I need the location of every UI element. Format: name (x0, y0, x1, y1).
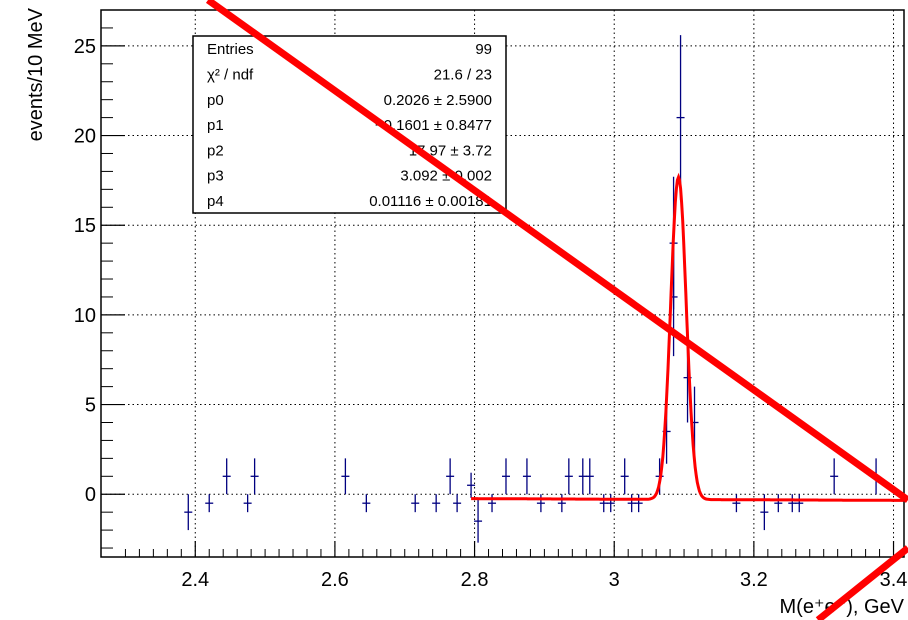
tick-labels: 2.4 2.6 2.8 3 3.2 3.4 0 5 10 15 20 25 (74, 36, 908, 591)
data-point (788, 494, 797, 513)
red-slash-corner-line (815, 545, 908, 620)
data-point (557, 494, 566, 513)
stats-box: Entries 99 χ² / ndf 21.6 / 23 p0 0.2026 ± 2.5… (192, 35, 507, 214)
fit-curve (471, 172, 904, 502)
y-tick-label: 5 (85, 395, 96, 417)
axis-ticks (101, 27, 895, 557)
data-point (453, 494, 462, 513)
data-point (676, 35, 685, 201)
stats-label: Entries (207, 41, 254, 58)
data-point (536, 494, 545, 513)
stats-row: p1 −0.1601 ± 0.8477 (207, 117, 492, 134)
data-point (606, 494, 615, 513)
stats-value: −0.1601 ± 0.8477 (375, 117, 492, 134)
stats-value: 0.2026 ± 2.5900 (384, 92, 492, 109)
data-point (243, 494, 252, 513)
y-tick-label: 15 (74, 215, 96, 237)
x-tick-label: 3.4 (880, 569, 908, 591)
x-axis-title: M(e⁺e⁻), GeV (780, 596, 905, 618)
data-point (620, 458, 629, 495)
data-point (830, 458, 839, 495)
stats-row: Entries 99 (207, 41, 492, 58)
stats-row: p4 0.01116 ± 0.00181 (207, 193, 492, 210)
data-point (432, 494, 441, 513)
stats-label: p3 (207, 168, 224, 185)
data-point (250, 458, 259, 495)
data-point (222, 458, 231, 495)
y-tick-label: 0 (85, 484, 96, 506)
stats-label: χ² / ndf (207, 66, 254, 83)
data-point (522, 458, 531, 495)
data-point (446, 458, 455, 495)
data-point (501, 458, 510, 495)
data-point (341, 458, 350, 495)
stats-value: 3.092 ± 0.002 (400, 168, 492, 185)
stats-value: 0.01116 ± 0.00181 (369, 193, 492, 210)
data-point (205, 494, 214, 513)
data-point (578, 458, 587, 495)
y-tick-label: 10 (74, 305, 96, 327)
stats-label: p0 (207, 92, 224, 109)
data-point (474, 499, 483, 543)
y-axis-title: events/10 MeV (25, 7, 47, 141)
data-point (627, 494, 636, 513)
y-tick-label: 20 (74, 126, 96, 148)
y-tick-label: 25 (74, 36, 96, 58)
stats-row: p3 3.092 ± 0.002 (207, 168, 492, 185)
data-point (732, 494, 741, 513)
x-tick-label: 2.8 (461, 569, 489, 591)
data-point (362, 494, 371, 513)
stats-row: χ² / ndf 21.6 / 23 (207, 66, 492, 83)
data-point (774, 494, 783, 513)
x-tick-label: 3.2 (740, 569, 768, 591)
data-point (585, 458, 594, 495)
x-tick-label: 3 (609, 569, 620, 591)
x-tick-label: 2.6 (321, 569, 349, 591)
stats-label: p1 (207, 117, 224, 134)
data-point (795, 494, 804, 513)
stats-box-frame (192, 35, 507, 214)
data-point (488, 494, 497, 513)
stats-label: p2 (207, 142, 224, 159)
data-point (634, 494, 643, 513)
data-point (411, 494, 420, 513)
red-slash-line (205, 0, 908, 503)
data-point (564, 458, 573, 495)
data-point (467, 472, 476, 498)
stats-label: p4 (207, 193, 224, 210)
data-point (599, 494, 608, 513)
x-tick-label: 2.4 (181, 569, 209, 591)
stats-value: 99 (475, 41, 492, 58)
stats-value: 21.6 / 23 (434, 66, 492, 83)
stats-row: p0 0.2026 ± 2.5900 (207, 92, 492, 109)
data-point (184, 494, 193, 531)
